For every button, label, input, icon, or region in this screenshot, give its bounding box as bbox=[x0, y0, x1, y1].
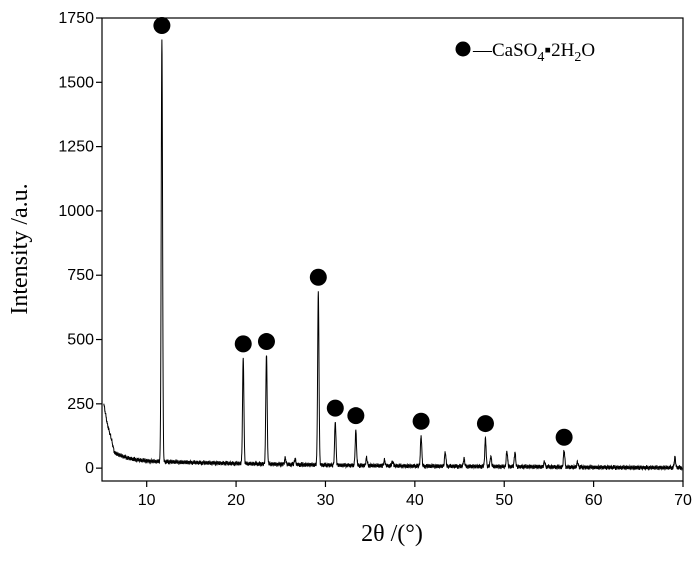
x-tick-label: 20 bbox=[227, 492, 245, 509]
peak-marker bbox=[309, 268, 327, 286]
legend-label-subscript-1: 4 bbox=[537, 50, 544, 65]
x-tick-label: 10 bbox=[138, 492, 156, 509]
diffraction-pattern-line bbox=[103, 39, 683, 472]
x-tick-label: 70 bbox=[674, 492, 692, 509]
legend-label-part-2: ▪2H bbox=[544, 40, 574, 61]
y-tick-label: 1250 bbox=[58, 139, 94, 156]
x-tick-label: 50 bbox=[495, 492, 513, 509]
x-axis-title: 2θ /(°) bbox=[361, 521, 423, 547]
y-axis: 0 250 500 750 1000 1250 1500 1750 bbox=[58, 10, 102, 477]
peak-marker bbox=[555, 428, 573, 446]
y-tick-label: 0 bbox=[85, 460, 94, 477]
y-tick-label: 500 bbox=[67, 332, 94, 349]
peak-marker bbox=[153, 16, 171, 34]
legend-label-part-3: O bbox=[581, 40, 595, 61]
legend: —CaSO4▪2H2O bbox=[455, 40, 595, 65]
peak-marker bbox=[347, 407, 365, 425]
y-axis-title: Intensity /a.u. bbox=[7, 183, 33, 314]
y-tick-label: 750 bbox=[67, 267, 94, 284]
y-tick-label: 250 bbox=[67, 396, 94, 413]
x-axis: 10 20 30 40 50 60 70 bbox=[138, 481, 692, 509]
plot-frame bbox=[101, 17, 684, 482]
x-tick-label: 40 bbox=[406, 492, 424, 509]
legend-marker bbox=[455, 41, 471, 57]
peak-marker bbox=[326, 399, 344, 417]
peak-markers bbox=[153, 16, 573, 446]
legend-label-part-1: —CaSO bbox=[472, 40, 537, 61]
x-tick-label: 30 bbox=[317, 492, 335, 509]
y-tick-label: 1000 bbox=[58, 203, 94, 220]
peak-marker bbox=[257, 333, 275, 351]
y-tick-label: 1750 bbox=[58, 10, 94, 27]
peak-marker bbox=[234, 335, 252, 353]
peak-marker bbox=[412, 412, 430, 430]
peak-marker bbox=[476, 415, 494, 433]
y-tick-label: 1500 bbox=[58, 74, 94, 91]
legend-label-subscript-2: 2 bbox=[574, 50, 581, 65]
x-tick-label: 60 bbox=[585, 492, 603, 509]
legend-label: —CaSO4▪2H2O bbox=[472, 40, 595, 65]
